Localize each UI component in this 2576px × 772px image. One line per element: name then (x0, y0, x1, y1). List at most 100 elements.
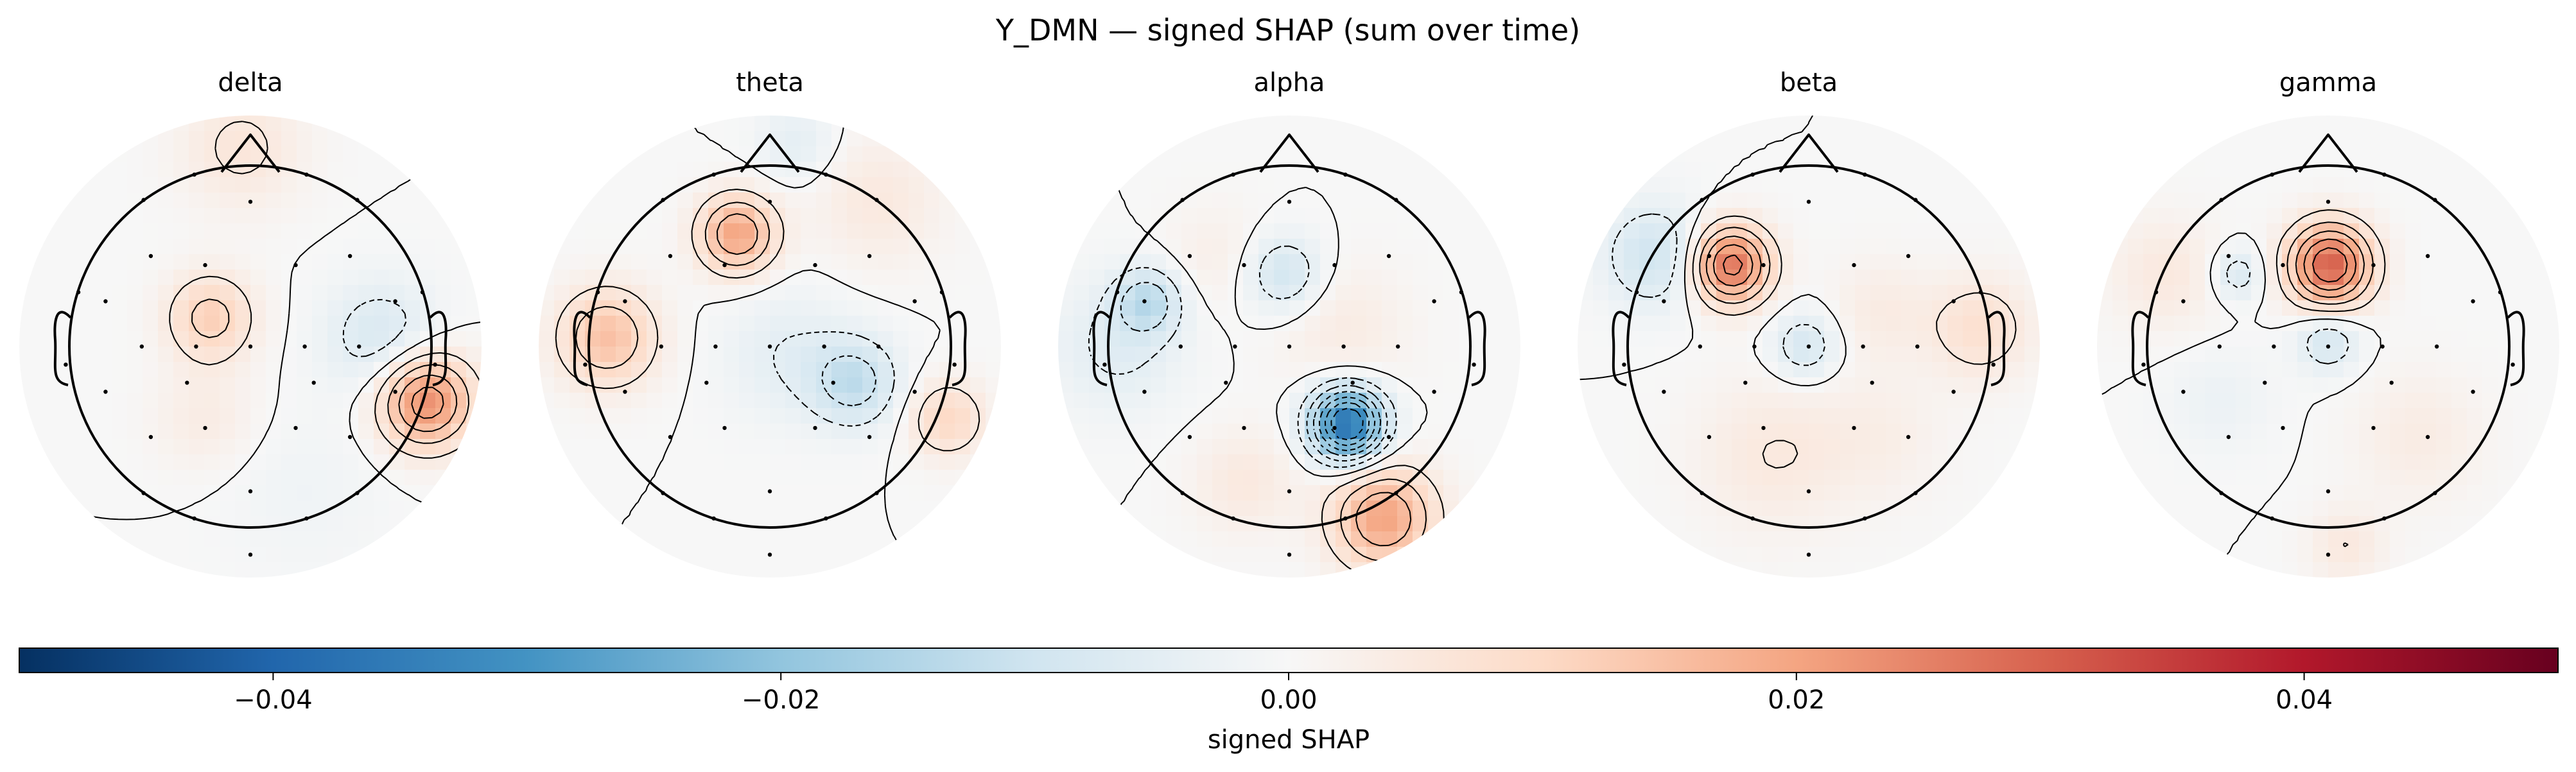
topomap-cell (2282, 362, 2298, 378)
topomap-cell (2544, 470, 2559, 486)
topomap-cell (327, 208, 344, 224)
topomap-cell (2313, 347, 2329, 363)
topomap-cell (1593, 146, 1609, 162)
topomap-cell (1716, 362, 1732, 378)
topomap-cell (1762, 316, 1779, 332)
topomap-cell (1978, 485, 1994, 501)
topomap-cell (2297, 470, 2313, 486)
topomap-cell (2159, 146, 2175, 162)
topomap-cell (312, 362, 328, 378)
topomap-cell (1932, 316, 1948, 332)
topomap-cell (1428, 424, 1444, 440)
topomap-cell (1578, 331, 1594, 347)
topomap-cell (2467, 300, 2483, 316)
topomap-cell (1855, 285, 1871, 301)
topomap-cell (374, 516, 390, 532)
head-outline (1612, 133, 2006, 529)
topomap-cell (724, 439, 740, 455)
topomap-cell (327, 254, 344, 270)
topomap-cell (281, 547, 297, 563)
topomap-cell (724, 424, 740, 440)
topomap-cell (2374, 254, 2390, 270)
topomap-cell (1886, 454, 1902, 470)
topomap-cell (1413, 270, 1429, 286)
topomap-cell (2436, 208, 2452, 224)
topomap-cell (389, 162, 405, 178)
topomap-cell (785, 316, 801, 332)
topomap-cell (739, 547, 755, 563)
topomap-cell (1181, 439, 1197, 455)
topomap-cell (2467, 393, 2483, 409)
sensor-dot (304, 516, 309, 521)
topomap-cell (955, 254, 971, 270)
topomap-cell (2236, 347, 2252, 363)
topomap-cell (2112, 531, 2128, 547)
topomap-cell (127, 285, 143, 301)
topomap-cell (2467, 424, 2483, 440)
topomap-cell (143, 239, 159, 255)
topomap-cell (1963, 177, 1979, 193)
topomap-cell (389, 531, 405, 547)
topomap-cell (1809, 501, 1825, 517)
topomap-cell (770, 362, 786, 378)
sensor-dot (711, 516, 716, 521)
sensor-dot (2389, 381, 2394, 385)
contour-line (1692, 215, 2017, 469)
topomap-cell (2251, 116, 2267, 132)
topomap-cell (2282, 377, 2298, 393)
topomap-cell (312, 516, 328, 532)
topomap-cell (1397, 223, 1413, 239)
sensor-dot (1662, 390, 1666, 394)
topomap-cell (1593, 316, 1609, 332)
topomap-cell (847, 162, 863, 178)
topomap-cell (1701, 300, 1717, 316)
topomap-cell (785, 393, 801, 409)
topomap-cell (1994, 316, 2010, 332)
topomap-cell (1978, 177, 1994, 193)
topomap-cell (785, 501, 801, 517)
topomap-cell (2024, 177, 2040, 193)
topomap-cell (1197, 547, 1213, 563)
topomap-cell (112, 177, 128, 193)
topomap-cell (1428, 377, 1444, 393)
contour-line (773, 331, 895, 427)
topomap-cell (1151, 485, 1167, 501)
topomap-cell (647, 439, 663, 455)
topomap-cell (1762, 208, 1779, 224)
topomap-cell (1382, 239, 1398, 255)
topomap-cell (939, 547, 955, 563)
topomap-cell (2482, 362, 2498, 378)
topomap-cell (127, 562, 143, 578)
topomap-cell (1505, 316, 1520, 332)
topomap-cell (570, 454, 586, 470)
topomap-cell (2009, 362, 2025, 378)
topomap-cell (2513, 439, 2529, 455)
topomap-cell (1793, 270, 1809, 286)
topomap-cell (847, 116, 863, 132)
topomap-cell (35, 424, 51, 440)
head-outline (573, 133, 967, 529)
topomap-cell (986, 454, 1001, 470)
topomap-cell (878, 547, 894, 563)
topomap-cell (878, 270, 894, 286)
topomap-cell (2544, 454, 2559, 470)
topomap-cell (1366, 131, 1382, 147)
topomap-cell (173, 377, 189, 393)
topomap-cell (112, 146, 128, 162)
topomap-cell (677, 454, 693, 470)
topomap-cell (143, 362, 159, 378)
topomap-cell (1366, 300, 1382, 316)
topomap-cell (2359, 116, 2375, 132)
topomap-cell (2513, 316, 2529, 332)
topomap-cell (1578, 270, 1594, 286)
topomap-cell (878, 362, 894, 378)
topomap-cell (570, 516, 586, 532)
topomap-cell (1443, 116, 1459, 132)
topomap-cell (539, 146, 555, 162)
topomap-cell (1351, 223, 1367, 239)
topomap-cell (708, 547, 724, 563)
topomap-cell (2513, 285, 2529, 301)
topomap-cell (847, 470, 863, 486)
topomap-cell (708, 131, 724, 147)
topomap-cell (955, 562, 971, 578)
